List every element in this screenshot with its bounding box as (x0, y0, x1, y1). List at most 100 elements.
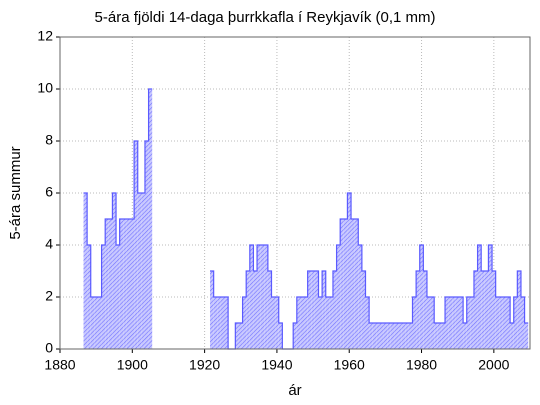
step-area-segment (97, 297, 102, 349)
x-axis-label: ár (288, 382, 301, 399)
step-area-segment (83, 193, 88, 349)
x-tick-label: 1940 (261, 357, 292, 373)
step-area-segment (311, 271, 315, 349)
step-area-segment (275, 297, 279, 349)
step-area-segment (318, 297, 323, 349)
step-area-segment (416, 271, 420, 349)
step-area-segment (434, 323, 438, 349)
x-tick-label: 1960 (334, 357, 365, 373)
step-area-segment (253, 271, 258, 349)
step-area-segment (517, 271, 521, 349)
step-area-segment (296, 297, 301, 349)
step-area-segment (445, 297, 449, 349)
step-area-segment (144, 141, 149, 349)
x-tick-label: 1880 (44, 357, 75, 373)
step-area-segment (365, 297, 370, 349)
step-area-segment (300, 297, 305, 349)
step-area-segment (126, 219, 131, 349)
step-area-segment (470, 297, 474, 349)
y-tick-label: 0 (45, 340, 53, 356)
step-area-segment (351, 219, 355, 349)
step-area-segment (369, 323, 373, 349)
step-area-segment (235, 323, 239, 349)
step-area-segment (387, 323, 391, 349)
step-area-segment (260, 245, 265, 349)
step-area-segment (412, 297, 417, 349)
step-area-segment (314, 271, 319, 349)
y-tick-label: 2 (45, 288, 53, 304)
step-area-segment (148, 89, 153, 349)
step-area-segment (426, 297, 431, 349)
step-area-segment (390, 323, 395, 349)
step-area-segment (379, 323, 384, 349)
step-area-segment (510, 323, 514, 349)
x-tick-label: 1920 (189, 357, 220, 373)
step-area-segment (492, 271, 496, 349)
step-area-segment (217, 297, 221, 349)
step-area-segment (224, 297, 229, 349)
step-area-segment (257, 245, 261, 349)
step-area-segment (484, 271, 489, 349)
step-area-segment (358, 245, 362, 349)
step-area-segment (119, 219, 124, 349)
x-tick-label: 1900 (117, 357, 148, 373)
step-area-segment (267, 271, 272, 349)
step-area-segment (141, 193, 145, 349)
step-area-segment (340, 219, 344, 349)
step-area-segment (347, 193, 352, 349)
step-area-segment (213, 297, 218, 349)
x-tick-label: 1980 (406, 357, 437, 373)
step-area-segment (513, 297, 518, 349)
step-area-segment (105, 219, 109, 349)
step-area-segment (354, 219, 359, 349)
step-area-segment (307, 271, 312, 349)
y-tick-label: 10 (37, 80, 53, 96)
step-area-segment (524, 323, 529, 349)
step-area-segment (94, 297, 98, 349)
step-area-segment (481, 271, 485, 349)
step-area-segment (130, 219, 135, 349)
step-area-segment (488, 245, 493, 349)
step-area-segment (441, 323, 446, 349)
step-area-segment (343, 219, 348, 349)
step-area-segment (383, 323, 388, 349)
step-area-segment (437, 323, 442, 349)
step-outline (83, 88, 153, 298)
step-area-segment (398, 323, 402, 349)
step-area-segment (423, 271, 427, 349)
step-area-segment (116, 245, 120, 349)
step-area-segment (401, 323, 406, 349)
step-area-segment (134, 141, 138, 349)
step-area-segment (459, 297, 464, 349)
step-area-segment (210, 271, 214, 349)
step-area-segment (293, 323, 297, 349)
step-area-segment (520, 297, 525, 349)
step-area-segment (448, 297, 453, 349)
step-area-segment (278, 323, 283, 349)
step-area-segment (372, 323, 377, 349)
step-area-segment (112, 193, 117, 349)
step-area-segment (336, 245, 341, 349)
step-area-segment (455, 297, 460, 349)
step-area-segment (376, 323, 380, 349)
y-tick-label: 6 (45, 184, 53, 200)
step-area-segment (466, 297, 471, 349)
step-area-segment (499, 297, 503, 349)
step-area-segment (408, 323, 413, 349)
step-area-segment (325, 297, 330, 349)
step-area-segment (304, 297, 308, 349)
y-tick-label: 4 (45, 236, 53, 252)
step-area-segment (361, 271, 366, 349)
step-area-segment (264, 245, 268, 349)
step-area-segment (90, 297, 95, 349)
step-area-segment (463, 323, 467, 349)
y-tick-label: 12 (37, 28, 53, 44)
y-axis-label: 5-ára summur (7, 146, 24, 239)
step-area-segment (249, 245, 254, 349)
step-area-segment (137, 193, 142, 349)
step-area-segment (332, 271, 337, 349)
step-area-segment (322, 271, 326, 349)
step-area-segment (405, 323, 409, 349)
step-area-segment (394, 323, 399, 349)
